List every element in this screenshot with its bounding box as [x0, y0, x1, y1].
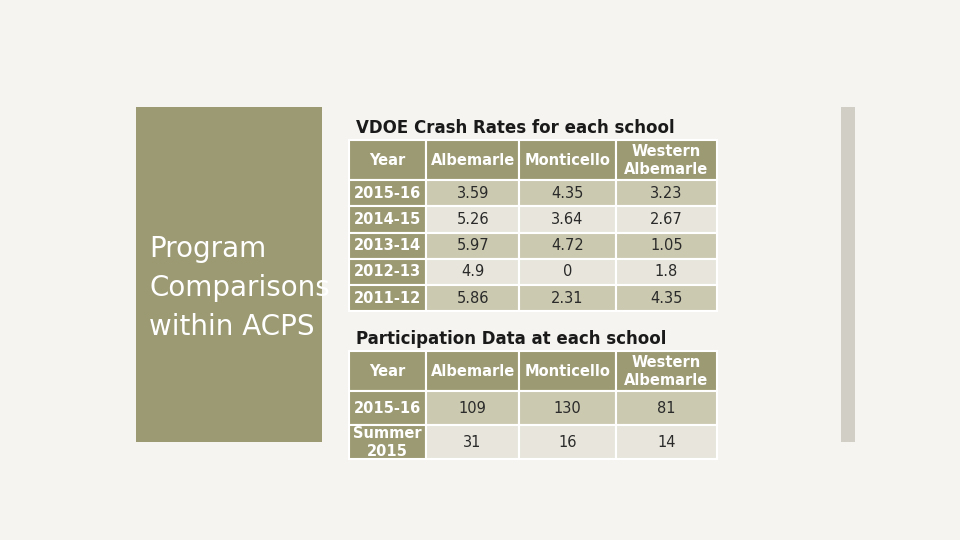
Text: Monticello: Monticello — [524, 153, 611, 168]
Bar — [519, 351, 616, 392]
Text: 2013-14: 2013-14 — [354, 238, 420, 253]
Bar — [348, 351, 426, 392]
Text: Summer
2015: Summer 2015 — [353, 426, 421, 458]
Bar — [348, 425, 426, 459]
Bar — [426, 351, 519, 392]
Bar — [519, 180, 616, 206]
Text: Western
Albemarle: Western Albemarle — [624, 144, 708, 177]
Text: Participation Data at each school: Participation Data at each school — [356, 330, 667, 348]
Bar — [426, 140, 519, 180]
Text: 2015-16: 2015-16 — [353, 186, 421, 201]
Bar — [519, 206, 616, 233]
Text: 2015-16: 2015-16 — [353, 401, 421, 416]
Bar — [135, 107, 322, 442]
Bar — [841, 107, 854, 442]
Text: 3.59: 3.59 — [456, 186, 489, 201]
Bar — [519, 233, 616, 259]
Text: 109: 109 — [459, 401, 487, 416]
Text: 81: 81 — [658, 401, 676, 416]
Bar — [616, 140, 717, 180]
Text: 14: 14 — [658, 435, 676, 450]
Bar — [426, 285, 519, 311]
Bar — [519, 259, 616, 285]
Text: 2012-13: 2012-13 — [354, 265, 420, 279]
Bar — [519, 285, 616, 311]
Text: 4.72: 4.72 — [551, 238, 584, 253]
Text: 3.64: 3.64 — [551, 212, 584, 227]
Text: 4.9: 4.9 — [461, 265, 484, 279]
Bar — [348, 206, 426, 233]
Text: Western
Albemarle: Western Albemarle — [624, 355, 708, 388]
Text: 2014-15: 2014-15 — [353, 212, 421, 227]
Text: Albemarle: Albemarle — [430, 153, 515, 168]
Bar — [616, 285, 717, 311]
Bar — [616, 392, 717, 425]
Bar — [348, 285, 426, 311]
Bar — [616, 425, 717, 459]
Text: 2.67: 2.67 — [650, 212, 683, 227]
Text: 1.8: 1.8 — [655, 265, 678, 279]
Text: 3.23: 3.23 — [650, 186, 683, 201]
Bar — [348, 180, 426, 206]
Bar — [616, 233, 717, 259]
Bar — [519, 425, 616, 459]
Bar — [348, 233, 426, 259]
Bar — [426, 392, 519, 425]
Text: 5.86: 5.86 — [456, 291, 489, 306]
Bar — [519, 392, 616, 425]
Text: 5.26: 5.26 — [456, 212, 489, 227]
Bar — [426, 233, 519, 259]
Text: 4.35: 4.35 — [650, 291, 683, 306]
Text: 2.31: 2.31 — [551, 291, 584, 306]
Text: 130: 130 — [554, 401, 582, 416]
Text: 5.97: 5.97 — [456, 238, 489, 253]
Bar — [426, 259, 519, 285]
Bar — [616, 259, 717, 285]
Text: 4.35: 4.35 — [551, 186, 584, 201]
Bar — [426, 425, 519, 459]
Bar — [519, 140, 616, 180]
Bar — [348, 259, 426, 285]
Bar — [616, 351, 717, 392]
Bar — [426, 206, 519, 233]
Text: 0: 0 — [563, 265, 572, 279]
Text: VDOE Crash Rates for each school: VDOE Crash Rates for each school — [356, 119, 675, 137]
Text: Monticello: Monticello — [524, 364, 611, 379]
Text: 16: 16 — [559, 435, 577, 450]
Text: 1.05: 1.05 — [650, 238, 683, 253]
Text: Albemarle: Albemarle — [430, 364, 515, 379]
Bar — [616, 206, 717, 233]
Bar — [348, 140, 426, 180]
Text: Year: Year — [370, 153, 405, 168]
Text: 31: 31 — [464, 435, 482, 450]
Text: Program
Comparisons
within ACPS: Program Comparisons within ACPS — [150, 235, 330, 341]
Text: Year: Year — [370, 364, 405, 379]
Bar — [426, 180, 519, 206]
Bar — [348, 392, 426, 425]
Bar — [616, 180, 717, 206]
Text: 2011-12: 2011-12 — [353, 291, 421, 306]
